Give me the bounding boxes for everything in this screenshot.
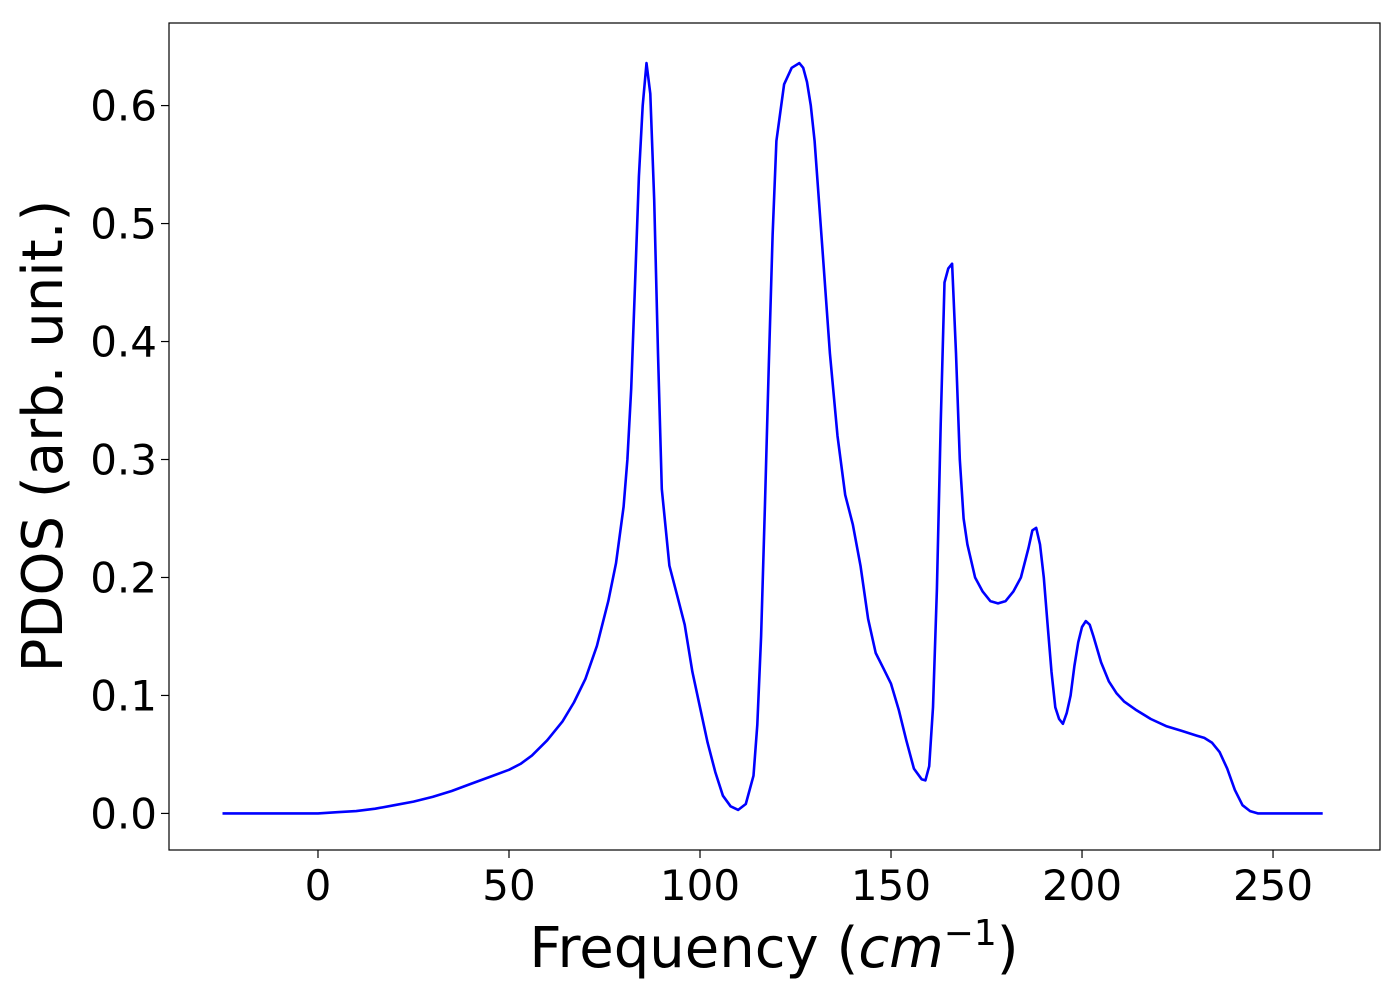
x-tick-label: 0 <box>305 861 332 910</box>
y-tick-label: 0.2 <box>90 553 157 602</box>
x-tick-label: 50 <box>482 861 535 910</box>
x-tick-label: 250 <box>1233 861 1313 910</box>
x-tick-label: 150 <box>851 861 931 910</box>
y-tick-label: 0.5 <box>90 200 157 249</box>
y-axis-ticks: 0.0 0.1 0.2 0.3 0.4 0.5 0.6 <box>90 82 169 838</box>
y-axis-label: PDOS (arb. unit.) <box>11 200 76 673</box>
x-tick-label: 200 <box>1042 861 1122 910</box>
y-tick-label: 0.4 <box>90 318 157 367</box>
x-tick-label: 100 <box>660 861 740 910</box>
y-tick-label: 0.6 <box>90 82 157 131</box>
y-tick-label: 0.1 <box>90 671 157 720</box>
plot-frame <box>168 22 1381 851</box>
x-axis-ticks: 0 50 100 150 200 250 <box>305 850 1313 910</box>
pdos-line <box>222 61 1323 815</box>
y-tick-label: 0.3 <box>90 436 157 485</box>
x-axis-label: Frequency (cm−1) <box>529 913 1018 981</box>
y-tick-label: 0.0 <box>90 789 157 838</box>
